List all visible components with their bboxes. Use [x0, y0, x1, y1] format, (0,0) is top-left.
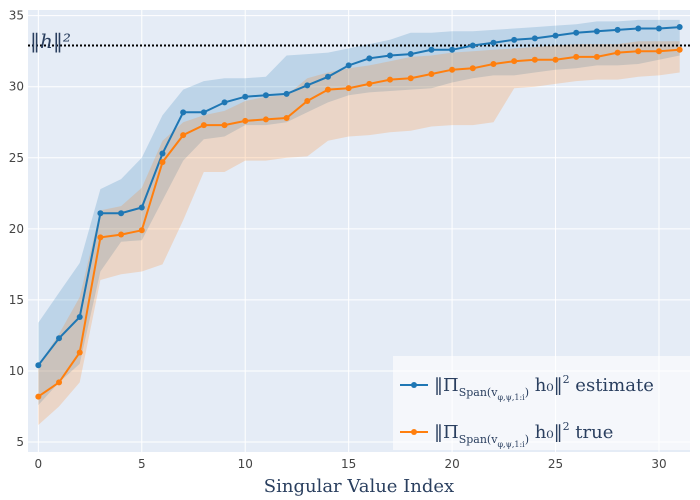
band-series-1: [38, 19, 680, 406]
series-1-point: [676, 24, 683, 31]
series-1-point: [428, 46, 435, 53]
reference-line-label: ‖h‖²: [30, 29, 71, 54]
series-2-point: [97, 234, 104, 241]
series-1-point: [76, 313, 83, 320]
series-1-point: [118, 210, 125, 217]
series-1-point: [635, 25, 642, 32]
series-lines: [37, 26, 680, 398]
legend-swatch-point-2: [411, 429, 417, 435]
series-1-point: [387, 52, 394, 59]
series-1-point: [366, 55, 373, 62]
y-axis-ticks: 5 10 15 20 25 30 35: [9, 9, 24, 449]
x-tick-label: 0: [35, 457, 43, 471]
x-tick-label: 5: [138, 457, 146, 471]
series-1-point: [138, 204, 145, 211]
y-tick-label: 5: [16, 435, 24, 449]
series-2-point: [449, 66, 456, 73]
legend-label-2: ‖ΠSpan(vφ,ψ,1:i) h₀‖2 true: [434, 420, 613, 449]
series-2-point: [200, 122, 207, 129]
series-1-point: [159, 150, 166, 157]
series-1-point: [262, 92, 269, 99]
series-2-point: [56, 379, 63, 386]
series-2-point: [366, 80, 373, 87]
y-tick-label: 15: [9, 293, 24, 307]
y-tick-label: 35: [9, 9, 24, 23]
series-2-point: [304, 97, 311, 104]
x-tick-label: 30: [651, 457, 666, 471]
series-points: [35, 24, 683, 400]
series-1-point: [97, 210, 104, 217]
series-2-point: [593, 53, 600, 60]
legend-background: [393, 356, 690, 450]
series-1-point: [531, 35, 538, 42]
series-1-point: [407, 51, 414, 58]
series-1-point: [283, 90, 290, 97]
x-tick-label: 20: [444, 457, 459, 471]
series-line-2: [37, 48, 680, 398]
series-1-point: [304, 82, 311, 89]
series-2-point: [469, 65, 476, 72]
series-2-point: [655, 48, 662, 55]
series-1-point: [511, 36, 518, 43]
series-1-point: [56, 335, 63, 342]
series-2-point: [552, 56, 559, 63]
series-1-point: [552, 32, 559, 39]
series-1-point: [490, 39, 497, 46]
legend-label-1: ‖ΠSpan(vφ,ψ,1:i) h₀‖2 estimate: [434, 373, 654, 402]
series-1-point: [180, 109, 187, 116]
series-2-point: [118, 231, 125, 238]
series-2-point: [573, 53, 580, 60]
series-2-point: [180, 132, 187, 139]
series-1-point: [655, 25, 662, 32]
series-2-point: [614, 49, 621, 56]
series-2-point: [283, 115, 290, 122]
series-2-point: [324, 86, 331, 93]
series-2-point: [490, 61, 497, 68]
series-1-point: [324, 73, 331, 80]
series-2-point: [511, 58, 518, 65]
series-1-point: [242, 93, 249, 100]
legend-swatch-point-1: [411, 382, 417, 388]
series-2-point: [262, 116, 269, 123]
y-tick-label: 20: [9, 222, 24, 236]
series-1-point: [614, 26, 621, 33]
band-series-2: [38, 41, 680, 426]
series-2-point: [635, 48, 642, 55]
grid: [28, 10, 690, 452]
series-2-point: [242, 117, 249, 124]
series-1-point: [35, 362, 42, 369]
series-1-point: [345, 62, 352, 69]
series-2-point: [345, 85, 352, 92]
y-tick-label: 30: [9, 80, 24, 94]
series-2-point: [221, 122, 228, 129]
y-tick-label: 10: [9, 364, 24, 378]
series-2-point: [35, 393, 42, 400]
series-2-point: [159, 159, 166, 166]
series-2-point: [531, 56, 538, 63]
series-1-point: [573, 29, 580, 36]
y-tick-label: 25: [9, 151, 24, 165]
legend: ‖ΠSpan(vφ,ψ,1:i) h₀‖2 estimate ‖ΠSpan(vφ,…: [393, 356, 690, 450]
x-tick-label: 15: [341, 457, 356, 471]
series-1-point: [469, 42, 476, 49]
series-2-point: [76, 349, 83, 356]
series-1-point: [593, 28, 600, 35]
series-2-point: [387, 76, 394, 83]
series-1-point: [200, 109, 207, 116]
x-axis-ticks: 0 5 10 15 20 25 30: [35, 457, 667, 471]
x-axis-title: Singular Value Index: [264, 476, 454, 497]
series-2-point: [676, 46, 683, 53]
series-2-point: [138, 227, 145, 234]
series-2-point: [407, 75, 414, 82]
x-tick-label: 25: [548, 457, 563, 471]
series-2-point: [428, 70, 435, 77]
series-line-1: [37, 26, 680, 366]
confidence-bands: [38, 19, 680, 426]
x-tick-label: 10: [238, 457, 253, 471]
series-1-point: [449, 46, 456, 53]
series-1-point: [221, 99, 228, 106]
